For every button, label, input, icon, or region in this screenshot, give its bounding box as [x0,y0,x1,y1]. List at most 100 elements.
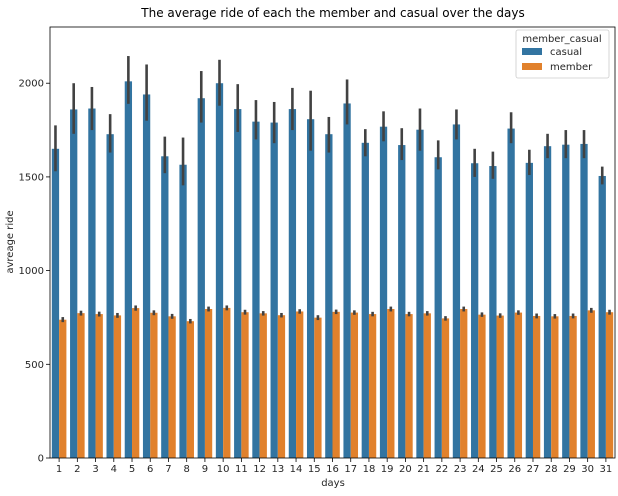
bar-casual-day-1 [51,148,60,459]
y-tick-label: 500 [25,360,44,371]
x-tick-label: 18 [363,464,376,475]
x-ticks: 1 2 3 4 5 6 7 8 9 10 11 12 13 14 15 16 17 18 19 20 21 22 23 24 2… [56,458,612,475]
bar-member-day-30 [587,310,595,458]
x-tick-label: 12 [253,464,266,475]
x-tick-label: 30 [581,464,594,475]
x-tick-label: 24 [472,464,485,475]
x-tick-label: 3 [92,464,98,475]
bar-casual-day-20 [398,145,406,458]
bar-member-day-11 [241,312,249,458]
x-tick-label: 9 [202,464,208,475]
bar-member-day-20 [405,314,413,458]
bar-casual-day-18 [361,142,369,458]
x-tick-label: 8 [184,464,190,475]
x-tick-label: 13 [271,464,284,475]
bar-casual-day-16 [325,134,333,458]
bar-member-day-23 [460,309,468,458]
x-tick-label: 4 [111,464,117,475]
bar-casual-day-11 [234,109,242,458]
y-tick-label: 2000 [19,79,44,90]
x-tick-label: 1 [56,464,62,475]
bar-member-day-19 [387,309,395,458]
bar-casual-day-25 [489,166,497,459]
x-tick-label: 29 [563,464,576,475]
bar-casual-day-7 [161,156,169,459]
x-tick-label: 5 [129,464,135,475]
bar-casual-day-19 [379,126,388,458]
x-tick-label: 31 [600,464,613,475]
bar-casual-day-31 [598,175,606,459]
bar-member-day-2 [77,313,85,458]
bar-casual-day-10 [215,83,224,458]
x-tick-label: 6 [147,464,153,475]
bar-member-day-8 [186,321,194,458]
x-axis-label: days [321,478,345,489]
y-tick-label: 1000 [19,266,44,277]
x-tick-label: 2 [74,464,80,475]
error-bars-layer [54,56,611,324]
bar-casual-day-30 [580,143,588,458]
bar-casual-day-28 [543,146,552,458]
bar-member-day-3 [95,314,103,458]
bar-member-day-26 [514,312,523,458]
x-tick-label: 20 [399,464,412,475]
bar-member-day-24 [478,314,486,458]
bar-casual-day-15 [306,119,315,458]
legend-swatch-member [522,63,542,70]
bar-member-day-28 [551,316,559,458]
x-tick-label: 26 [508,464,521,475]
x-tick-label: 7 [165,464,171,475]
y-ticks: 0 500 1000 1500 2000 [19,79,50,465]
x-tick-label: 14 [290,464,303,475]
bar-casual-day-5 [124,81,133,458]
bar-member-day-16 [332,311,340,458]
x-tick-label: 10 [217,464,230,475]
x-tick-label: 19 [381,464,394,475]
x-tick-label: 23 [454,464,467,475]
bar-member-day-25 [496,315,504,458]
bar-casual-day-6 [142,94,151,459]
legend-label-casual: casual [550,47,582,58]
bar-member-day-4 [113,315,122,458]
legend-swatch-casual [522,48,542,55]
bar-casual-day-24 [471,163,479,459]
bar-casual-day-29 [562,144,570,458]
bar-member-day-12 [259,313,267,458]
bar-member-day-17 [350,312,359,458]
legend-title: member_casual [522,34,601,45]
bar-casual-day-21 [416,129,424,458]
bars-layer [51,81,614,459]
x-tick-label: 22 [435,464,448,475]
bar-casual-day-22 [434,157,442,459]
x-tick-label: 28 [545,464,558,475]
bar-casual-day-26 [507,128,515,458]
bar-casual-day-27 [525,162,533,459]
bar-member-day-6 [150,312,158,458]
bar-casual-day-2 [70,109,78,458]
x-tick-label: 11 [235,464,248,475]
bar-casual-day-3 [88,108,96,459]
bar-member-day-29 [569,315,577,458]
bar-member-day-22 [441,318,450,458]
bar-member-day-1 [59,319,67,458]
bar-member-day-27 [532,315,541,458]
chart-title: The average ride of each the member and … [140,6,524,20]
bar-member-day-21 [423,313,431,458]
x-tick-label: 27 [527,464,540,475]
bar-casual-day-8 [179,164,187,459]
bar-member-day-15 [314,317,322,458]
y-tick-label: 0 [38,454,44,465]
x-tick-label: 16 [326,464,339,475]
bar-casual-day-4 [106,134,114,458]
x-tick-label: 21 [417,464,430,475]
y-tick-label: 1500 [19,172,44,183]
bar-casual-day-9 [197,98,205,459]
legend: member_casual casual member [515,29,610,79]
bar-casual-day-17 [343,103,351,459]
bar-member-day-31 [605,312,614,458]
y-axis-label: avreage ride [5,210,16,273]
bar-member-day-13 [277,315,286,458]
bar-member-day-18 [368,314,377,458]
x-tick-label: 17 [344,464,357,475]
